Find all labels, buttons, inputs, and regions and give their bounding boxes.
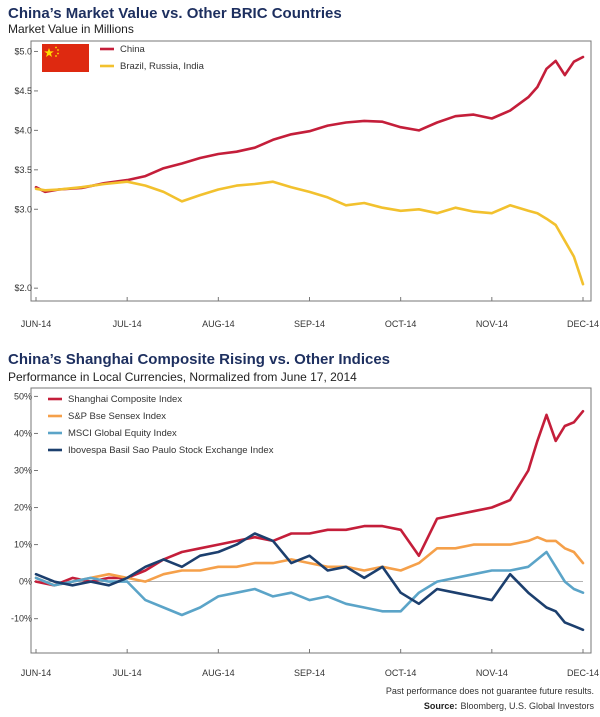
chart1-ytick-label: $4.0 — [14, 125, 32, 135]
chart2-ytick-label: -10% — [11, 614, 32, 624]
chart1-ytick-label: $2.0 — [14, 283, 32, 293]
chart2-ytick-label: 0% — [19, 577, 32, 587]
chart2-xtick-label: NOV-14 — [476, 668, 508, 678]
chart1-xtick-label: SEP-14 — [294, 319, 325, 329]
chart1-xtick-label: JUL-14 — [113, 319, 142, 329]
chart2-legend-label: Ibovespa Basil Sao Paulo Stock Exchange … — [68, 445, 274, 456]
chart2-plot: 50% 40% 30% 20% 10% 0% -10% JUN-14 JUL-14 AUG-14 S… — [11, 391, 599, 678]
chart1-plot: $5.0 $4.5 $4.0 $3.5 $3.0 $2.0 JUN-14 JUL-14 AUG-… — [14, 44, 599, 329]
chart1-xtick-label: OCT-14 — [385, 319, 417, 329]
source-label: Source: — [424, 701, 458, 711]
chart2-ytick-label: 10% — [14, 540, 32, 550]
chart2-xtick-label: AUG-14 — [202, 668, 235, 678]
chart2-xtick-label: JUL-14 — [113, 668, 142, 678]
chart2-xtick-label: OCT-14 — [385, 668, 417, 678]
chart2-xtick-label: JUN-14 — [21, 668, 52, 678]
chart2-ytick-label: 20% — [14, 503, 32, 513]
chart1-xtick-label: JUN-14 — [21, 319, 52, 329]
chart2-ytick-label: 40% — [14, 428, 32, 438]
chart2-title: China’s Shanghai Composite Rising vs. Ot… — [8, 351, 390, 368]
source-line: Source: Bloomberg, U.S. Global Investors — [424, 701, 595, 711]
chart1-subtitle: Market Value in Millions — [8, 22, 134, 36]
chart1-series-line-1 — [34, 55, 585, 194]
chart2-ytick-label: 30% — [14, 465, 32, 475]
chart1-xtick-label: AUG-14 — [202, 319, 235, 329]
chart1-ytick-label: $5.0 — [14, 46, 32, 56]
chart2-xtick-label: SEP-14 — [294, 668, 325, 678]
chart1-xtick-label: NOV-14 — [476, 319, 508, 329]
chart2-legend-label: S&P Bse Sensex Index — [68, 411, 166, 422]
source-text: Bloomberg, U.S. Global Investors — [460, 701, 594, 711]
chart2-legend-label: MSCI Global Equity Index — [68, 428, 177, 439]
chart1-legend-label: Brazil, Russia, India — [120, 61, 205, 72]
chart2-legend-label: Shanghai Composite Index — [68, 394, 182, 405]
chart1-xtick-label: DEC-14 — [567, 319, 599, 329]
chart1-ytick-label: $4.5 — [14, 86, 32, 96]
chart2-subtitle: Performance in Local Currencies, Normali… — [8, 370, 357, 384]
chart2-series-line-2 — [34, 535, 585, 587]
chart2-series-line-4 — [34, 532, 585, 632]
chart1-ytick-label: $3.0 — [14, 204, 32, 214]
chart1-ytick-label: $3.5 — [14, 165, 32, 175]
chart2-series-line-3 — [34, 550, 585, 617]
chart2-ytick-label: 50% — [14, 391, 32, 401]
chart1-legend-label: China — [120, 44, 146, 55]
disclaimer-text: Past performance does not guarantee futu… — [386, 686, 594, 696]
china-flag-icon — [42, 44, 89, 72]
chart1-series-line-2 — [34, 180, 585, 286]
chart1-title: China’s Market Value vs. Other BRIC Coun… — [8, 5, 342, 22]
chart2-series-line-1 — [34, 409, 585, 587]
chart2-xtick-label: DEC-14 — [567, 668, 599, 678]
chart2-frame — [30, 387, 592, 654]
chart1-frame — [30, 40, 592, 302]
